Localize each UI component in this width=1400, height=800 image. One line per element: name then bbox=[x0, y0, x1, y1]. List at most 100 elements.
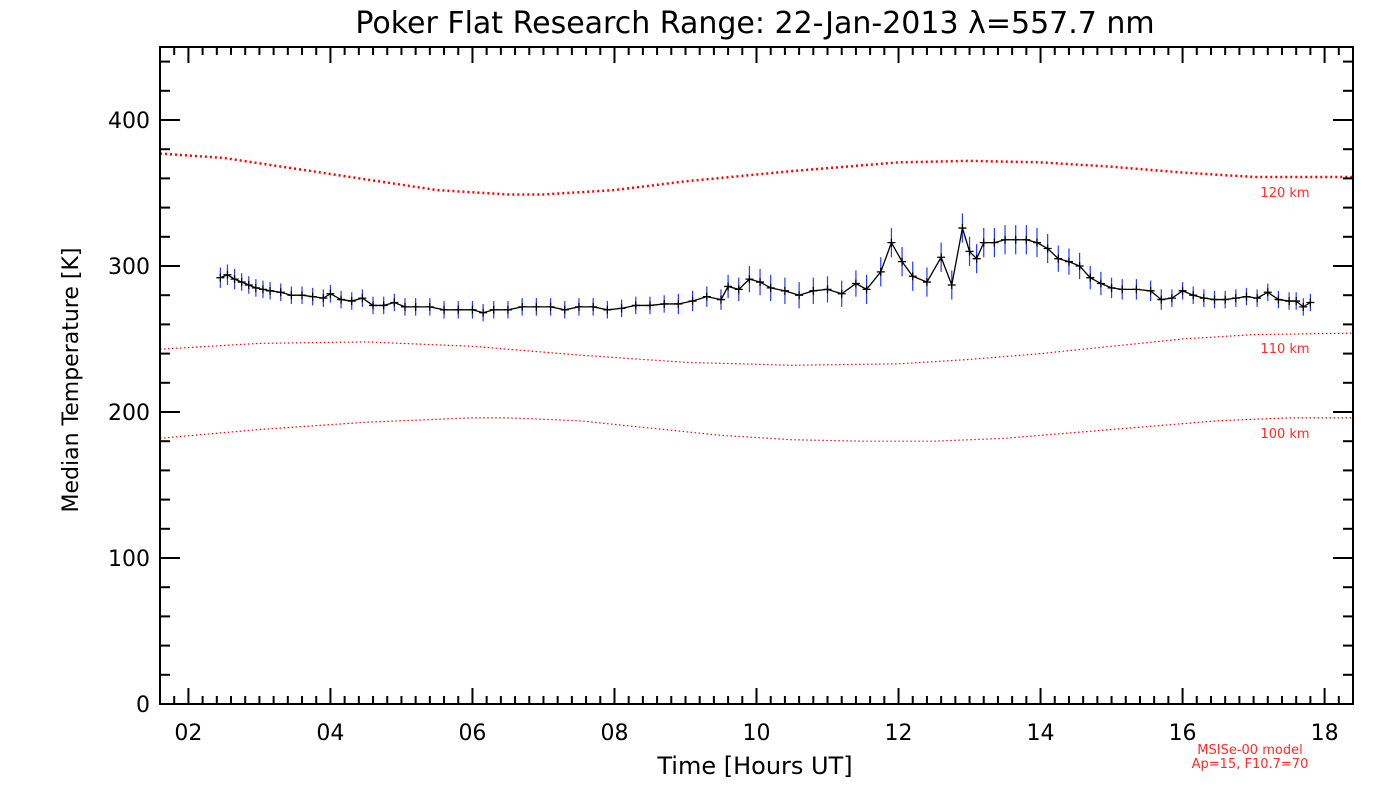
y-tick-label: 100 bbox=[108, 547, 150, 572]
data-point bbox=[425, 302, 434, 311]
data-point bbox=[1292, 297, 1301, 306]
x-tick-label: 04 bbox=[316, 721, 344, 746]
data-point bbox=[489, 305, 498, 314]
data-point bbox=[851, 279, 860, 288]
data-point bbox=[1033, 238, 1041, 247]
data-point bbox=[876, 267, 885, 276]
data-point bbox=[1242, 292, 1251, 301]
data-point bbox=[518, 302, 527, 311]
data-point bbox=[780, 286, 789, 295]
data-point bbox=[287, 291, 296, 300]
data-point bbox=[1253, 294, 1262, 303]
data-point bbox=[276, 288, 285, 297]
data-point bbox=[660, 299, 669, 308]
y-tick-label: 0 bbox=[136, 693, 150, 718]
x-tick-label: 14 bbox=[1027, 721, 1055, 746]
data-point bbox=[937, 253, 946, 262]
y-tick-label: 200 bbox=[108, 401, 150, 426]
data-point bbox=[532, 302, 541, 311]
data-point bbox=[298, 291, 307, 300]
data-points bbox=[216, 224, 1315, 317]
data-point bbox=[1022, 235, 1031, 244]
data-point bbox=[1231, 294, 1240, 303]
data-point bbox=[1086, 273, 1095, 282]
data-point bbox=[1210, 295, 1219, 304]
x-tick-label: 06 bbox=[458, 721, 486, 746]
data-point bbox=[1064, 257, 1073, 266]
chart-title: Poker Flat Research Range: 22-Jan-2013 λ… bbox=[355, 6, 1154, 41]
data-point bbox=[979, 238, 988, 247]
x-tick-label: 08 bbox=[600, 721, 628, 746]
model-curve-120-km bbox=[159, 152, 1353, 196]
data-point bbox=[1274, 295, 1283, 304]
data-point bbox=[468, 305, 477, 314]
data-point bbox=[724, 282, 733, 291]
x-tick-label: 16 bbox=[1169, 721, 1197, 746]
axes: 02 04 06 08 10 12 14 16 18 0 100 200 300 400 bbox=[108, 46, 1354, 746]
y-tick-label: 400 bbox=[108, 109, 150, 134]
model-note-line1: MSISe-00 model bbox=[1197, 743, 1302, 758]
x-tick-label: 18 bbox=[1311, 721, 1339, 746]
data-point bbox=[617, 304, 626, 313]
data-point bbox=[837, 289, 846, 298]
data-point bbox=[862, 285, 871, 294]
data-point bbox=[1167, 294, 1176, 303]
data-point bbox=[990, 238, 999, 247]
model-label-100-km: 100 km bbox=[1260, 427, 1309, 442]
data-point bbox=[440, 305, 449, 314]
data-point bbox=[1157, 295, 1166, 304]
data-point bbox=[823, 285, 832, 294]
plot-frame bbox=[159, 46, 1354, 705]
data-point bbox=[1011, 235, 1020, 244]
data-point bbox=[400, 302, 409, 311]
data-point bbox=[358, 294, 367, 303]
data-point bbox=[1306, 298, 1315, 307]
data-point bbox=[1263, 288, 1272, 297]
data-point bbox=[734, 285, 743, 294]
data-point bbox=[503, 305, 512, 314]
data-point bbox=[574, 302, 583, 311]
data-point bbox=[1096, 279, 1105, 288]
data-point bbox=[1178, 286, 1187, 295]
data-point bbox=[237, 278, 246, 287]
data-point bbox=[716, 295, 725, 304]
model-curve-100-km bbox=[159, 417, 1353, 442]
data-point bbox=[1221, 295, 1230, 304]
data-point bbox=[319, 294, 328, 303]
data-point bbox=[603, 305, 612, 314]
x-tick-label: 10 bbox=[743, 721, 771, 746]
data-point bbox=[702, 292, 711, 301]
data-point bbox=[1043, 244, 1052, 253]
data-point bbox=[347, 297, 356, 306]
data-point bbox=[674, 299, 683, 308]
data-point bbox=[745, 275, 754, 284]
data-point bbox=[898, 257, 907, 266]
data-point bbox=[390, 298, 399, 307]
data-point bbox=[560, 305, 569, 314]
x-tick-label: 12 bbox=[885, 721, 913, 746]
data-point bbox=[1132, 285, 1141, 294]
data-point bbox=[223, 270, 232, 279]
data-point bbox=[1118, 285, 1127, 294]
data-point bbox=[631, 301, 640, 310]
data-point bbox=[645, 301, 654, 310]
plot-area: 120 km 110 km 100 km bbox=[159, 152, 1354, 442]
data-point bbox=[809, 286, 818, 295]
model-label-120-km: 120 km bbox=[1260, 186, 1309, 201]
data-point bbox=[795, 291, 804, 300]
model-curve-110-km bbox=[159, 332, 1354, 366]
data-point bbox=[1299, 302, 1308, 311]
data-point bbox=[369, 301, 378, 310]
model-note-line2: Ap=15, F10.7=70 bbox=[1192, 757, 1309, 772]
data-point bbox=[908, 272, 917, 281]
data-point bbox=[266, 286, 275, 295]
y-axis-label: Median Temperature [K] bbox=[59, 248, 84, 513]
data-point bbox=[216, 273, 225, 282]
data-point bbox=[972, 254, 981, 263]
x-axis-label: Time [Hours UT] bbox=[656, 752, 852, 780]
data-point bbox=[887, 238, 896, 247]
data-point bbox=[326, 289, 335, 298]
data-point bbox=[1285, 297, 1294, 306]
data-point bbox=[688, 297, 697, 306]
data-point bbox=[1146, 286, 1155, 295]
